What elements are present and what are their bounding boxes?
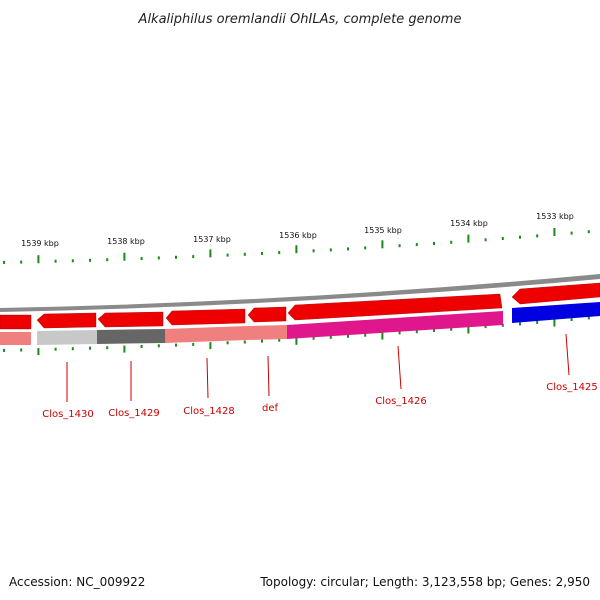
ruler-ticks bbox=[3, 228, 590, 356]
gene-arrow-def[interactable] bbox=[247, 306, 287, 323]
cog-bands bbox=[0, 302, 600, 345]
label-pointers bbox=[66, 333, 570, 402]
kbp-label-1535: 1535 kbp bbox=[364, 226, 402, 235]
topology-text: Topology: circular; Length: 3,123,558 bp… bbox=[260, 575, 590, 589]
kbp-label-1533: 1533 kbp bbox=[536, 212, 574, 221]
cog-band-clos-1425 bbox=[512, 302, 600, 323]
gene-labels: Clos_1430 Clos_1429 Clos_1428 def Clos_1… bbox=[42, 382, 598, 420]
gene-arrow-left-edge[interactable] bbox=[0, 314, 32, 330]
kbp-label-1536: 1536 kbp bbox=[279, 231, 317, 240]
cog-band-clos-1426 bbox=[287, 311, 503, 339]
gene-label-clos-1426[interactable]: Clos_1426 bbox=[375, 396, 427, 407]
gene-label-clos-1430[interactable]: Clos_1430 bbox=[42, 409, 94, 420]
gene-arrow-clos-1425[interactable] bbox=[511, 282, 600, 305]
cog-band-def bbox=[247, 325, 287, 340]
gene-arrow-clos-1428[interactable] bbox=[165, 308, 246, 326]
genome-title: Alkaliphilus oremlandii OhILAs, complete… bbox=[138, 12, 462, 27]
pointer-def bbox=[267, 355, 270, 397]
gene-arrow-clos-1430[interactable] bbox=[36, 312, 97, 329]
gene-label-def[interactable]: def bbox=[262, 403, 279, 414]
kbp-label-1538: 1538 kbp bbox=[107, 237, 145, 246]
gene-label-clos-1429[interactable]: Clos_1429 bbox=[108, 408, 160, 419]
cog-band-clos-1428 bbox=[165, 326, 247, 343]
genome-backbone bbox=[0, 274, 600, 312]
cog-band-clos-1430 bbox=[37, 330, 97, 345]
gene-label-clos-1425[interactable]: Clos_1425 bbox=[546, 382, 598, 393]
cog-band-clos-1429 bbox=[97, 329, 165, 344]
gene-label-clos-1428[interactable]: Clos_1428 bbox=[183, 406, 235, 417]
kbp-label-1534: 1534 kbp bbox=[450, 219, 488, 228]
cog-band-left bbox=[0, 332, 31, 345]
pointer-clos-1426 bbox=[397, 345, 402, 390]
pointer-clos-1425 bbox=[565, 333, 570, 376]
kbp-label-1537: 1537 kbp bbox=[193, 235, 231, 244]
ruler-labels: 1539 kbp 1538 kbp 1537 kbp 1536 kbp 1535… bbox=[21, 212, 574, 248]
pointer-clos-1428 bbox=[206, 357, 209, 399]
accession-text: Accession: NC_009922 bbox=[9, 575, 146, 589]
gene-arrow-clos-1426[interactable] bbox=[287, 293, 503, 321]
forward-genes bbox=[0, 282, 600, 330]
gene-arrow-clos-1429[interactable] bbox=[97, 311, 164, 328]
kbp-label-1539: 1539 kbp bbox=[21, 239, 59, 248]
